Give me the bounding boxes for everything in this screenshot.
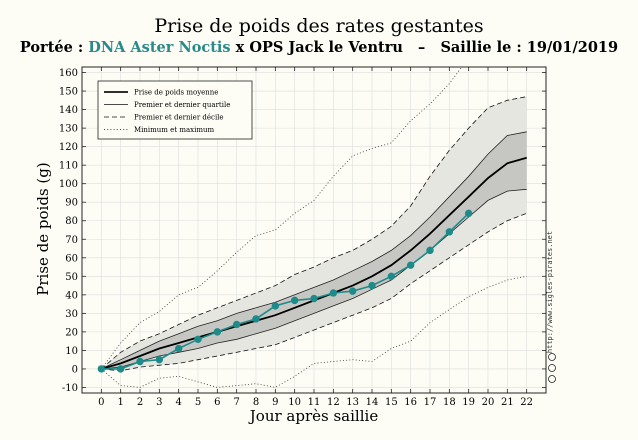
- x-tick-label: 3: [156, 397, 162, 408]
- y-tick-label: 90: [65, 198, 78, 209]
- data-point-14: [368, 281, 376, 290]
- subtitle-mother-name: DNA Aster Noctis: [88, 39, 230, 56]
- data-point-15: [387, 272, 396, 281]
- y-tick-label: 40: [65, 290, 78, 301]
- series-d1-line: [101, 212, 527, 372]
- y-tick-label: 140: [59, 105, 78, 116]
- y-tick-label: 130: [59, 124, 78, 135]
- x-tick-label: 6: [214, 397, 220, 408]
- x-tick-label: 18: [443, 397, 456, 408]
- x-tick-label: 16: [404, 397, 417, 408]
- cc-icon: [548, 353, 556, 361]
- y-tick-label: 10: [65, 346, 78, 357]
- legend-label-3: Minimum et maximum: [134, 126, 214, 134]
- x-tick-label: 17: [424, 397, 437, 408]
- x-tick-label: 5: [195, 397, 201, 408]
- x-tick-label: 22: [520, 397, 533, 408]
- y-tick-label: 0: [72, 364, 78, 375]
- y-tick-label: 160: [59, 68, 78, 79]
- x-tick-label: 9: [272, 397, 278, 408]
- data-point-4: [174, 344, 183, 353]
- data-point-5: [194, 335, 202, 343]
- y-axis-label: Prise de poids (g): [34, 162, 52, 295]
- series-q1-line: [101, 188, 527, 370]
- x-tick-label: 13: [346, 397, 359, 408]
- chart-title: Prise de poids des rates gestantes: [154, 15, 483, 37]
- data-point-18: [445, 228, 454, 236]
- x-tick-label: 7: [233, 397, 239, 408]
- x-tick-label: 8: [253, 397, 259, 408]
- plot-content: [82, 67, 546, 393]
- x-tick-label: 0: [98, 397, 104, 408]
- y-tick-label: 100: [59, 179, 78, 190]
- x-tick-label: 4: [175, 397, 181, 408]
- y-tick-label: 150: [59, 87, 78, 98]
- data-point-2: [136, 357, 144, 366]
- data-point-11: [310, 294, 318, 303]
- x-tick-label: 2: [137, 397, 143, 408]
- series-max-line: [100, 67, 463, 370]
- data-point-17: [426, 246, 434, 255]
- legend: Prise de poids moyenne Premier et dernier…: [97, 80, 253, 140]
- series-d9-line: [101, 96, 527, 370]
- chart-subtitle: Portée : DNA Aster Noctis x OPS Jack le …: [20, 39, 618, 56]
- x-tick-label: 10: [288, 397, 301, 408]
- data-point-8: [252, 315, 260, 323]
- data-point-10: [290, 296, 299, 305]
- data-point-1: [116, 365, 125, 373]
- data-point-13: [348, 287, 357, 295]
- legend-label-0: Prise de poids moyenne: [134, 89, 218, 97]
- y-tick-label: 80: [65, 216, 78, 227]
- subtitle-rest: x OPS Jack le Ventru – Saillie le : 19/0…: [231, 39, 619, 56]
- x-tick-label: 19: [462, 397, 475, 408]
- y-tick-label: 120: [59, 142, 78, 153]
- data-point-16: [406, 261, 415, 269]
- legend-label-2: Premier et dernier décile: [134, 114, 224, 122]
- x-tick-label: 11: [308, 397, 321, 408]
- y-tick-label: 50: [65, 272, 78, 283]
- data-point-6: [213, 328, 222, 336]
- data-point-9: [271, 302, 280, 310]
- x-tick-label: 12: [327, 397, 340, 408]
- y-tick-label: 30: [65, 309, 78, 320]
- y-tick-label: 110: [59, 161, 78, 172]
- data-point-7: [232, 320, 241, 329]
- data-point-12: [329, 289, 338, 297]
- x-tick-label: 15: [385, 397, 398, 408]
- x-tick-label: 14: [366, 397, 379, 408]
- plot-area: 0 1 2 3 4 5 6 7 8 9 10 11 12 13 14 15 16 17 18 19 20 21 22-100…: [59, 66, 547, 408]
- series-q3-line: [101, 131, 527, 370]
- license-icons: [548, 353, 556, 383]
- nc-icon: [548, 375, 556, 383]
- data-point-0: [97, 365, 106, 373]
- y-tick-label: 70: [65, 235, 78, 246]
- legend-label-1: Premier et dernier quartile: [134, 101, 230, 109]
- subtitle-prefix: Portée :: [20, 39, 88, 56]
- x-tick-label: 20: [482, 397, 495, 408]
- x-axis-label: Jour après saillie: [248, 407, 379, 425]
- watermark-url: http://www.sigles-pirates.net: [546, 231, 554, 353]
- by-icon: [548, 364, 556, 372]
- data-point-19: [464, 209, 473, 218]
- x-tick-label: 1: [117, 397, 123, 408]
- x-tick-label: 21: [501, 397, 514, 408]
- y-tick-label: -10: [62, 383, 78, 394]
- y-tick-label: 60: [65, 253, 78, 264]
- y-tick-label: 20: [65, 327, 78, 338]
- data-point-3: [155, 355, 164, 364]
